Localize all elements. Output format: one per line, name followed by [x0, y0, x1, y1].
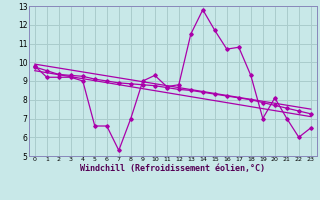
X-axis label: Windchill (Refroidissement éolien,°C): Windchill (Refroidissement éolien,°C) [80, 164, 265, 173]
